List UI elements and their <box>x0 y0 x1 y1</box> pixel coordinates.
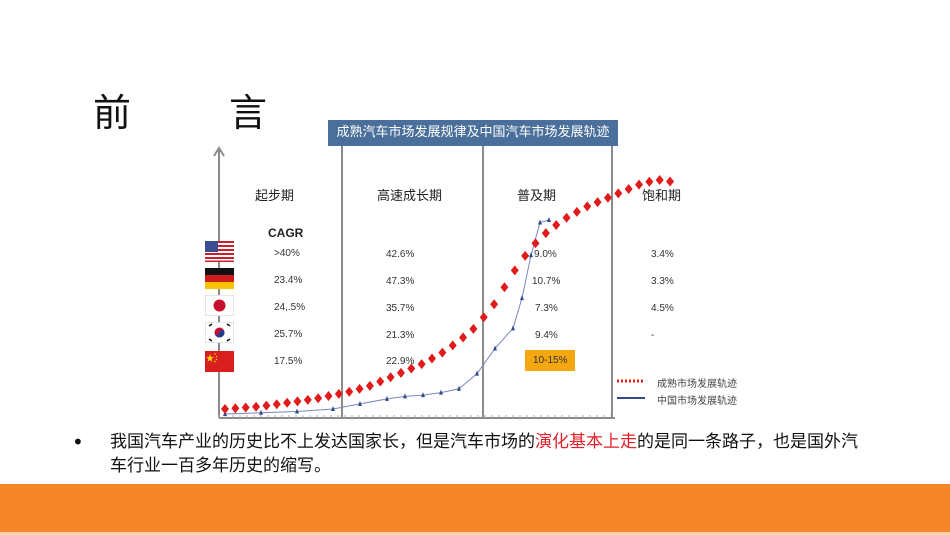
cagr-japan-startup: 24,.5% <box>274 302 306 313</box>
cagr-usa-growth: 42.6% <box>386 249 415 260</box>
cagr-japan-saturation: 4.5% <box>651 303 674 314</box>
legend-mature-market: 成熟市场发展轨迹 <box>657 379 737 390</box>
cagr-korea-startup: 25.7% <box>274 329 303 340</box>
cagr-germany-saturation: 3.3% <box>651 276 674 287</box>
cagr-korea-saturation: - <box>651 330 655 341</box>
stage-label-popularization: 普及期 <box>517 189 557 204</box>
stage-label-startup: 起步期 <box>255 189 295 204</box>
footer-band <box>0 484 950 532</box>
cagr-china-growth: 22.9% <box>386 356 415 367</box>
cagr-korea-popular: 9.4% <box>535 330 558 341</box>
bullet-text-before: 我国汽车产业的历史比不上发达国家长，但是汽车市场的 <box>110 432 535 452</box>
cagr-germany-popular: 10.7% <box>532 276 561 287</box>
korea-flag-icon <box>205 322 234 343</box>
page-title: 前 言 <box>93 91 298 135</box>
cagr-header: CAGR <box>268 226 304 240</box>
japan-flag-icon <box>205 295 234 316</box>
chart-title: 成熟汽车市场发展规律及中国汽车市场发展轨迹 <box>328 120 618 146</box>
cagr-usa-popular: 9.0% <box>534 249 557 260</box>
bullet-text: 我国汽车产业的历史比不上发达国家长，但是汽车市场的演化基本上走的是同一条路子，也… <box>110 430 870 478</box>
legend-swatches <box>617 379 645 399</box>
cagr-korea-growth: 21.3% <box>386 330 415 341</box>
bullet-text-highlight: 演化基本上走 <box>535 432 637 452</box>
cagr-japan-growth: 35.7% <box>386 303 415 314</box>
footer-line <box>0 532 950 535</box>
market-development-chart: 成熟汽车市场发展规律及中国汽车市场发展轨迹 起步期 高速成长期 普及期 饱和期 … <box>205 110 737 430</box>
cagr-germany-startup: 23.4% <box>274 275 303 286</box>
germany-flag-icon <box>205 268 234 289</box>
usa-flag-icon <box>205 241 234 262</box>
bullet-icon: • <box>72 430 84 454</box>
stage-label-growth: 高速成长期 <box>377 189 443 204</box>
cagr-china-startup: 17.5% <box>274 356 303 367</box>
cagr-germany-growth: 47.3% <box>386 276 415 287</box>
cagr-china-popular-highlight: 10-15% <box>525 350 576 371</box>
bullet-text-after: 的是同一条路子，也是国外汽车行业一百多年历史的缩写。 <box>110 432 858 476</box>
legend-china-market: 中国市场发展轨迹 <box>657 396 737 407</box>
chart-plot <box>213 146 675 419</box>
cagr-usa-saturation: 3.4% <box>651 249 674 260</box>
cagr-usa-startup: >40% <box>274 248 300 259</box>
china-flag-icon <box>205 351 234 372</box>
stage-label-saturation: 饱和期 <box>642 189 682 204</box>
cagr-japan-popular: 7.3% <box>535 303 558 314</box>
